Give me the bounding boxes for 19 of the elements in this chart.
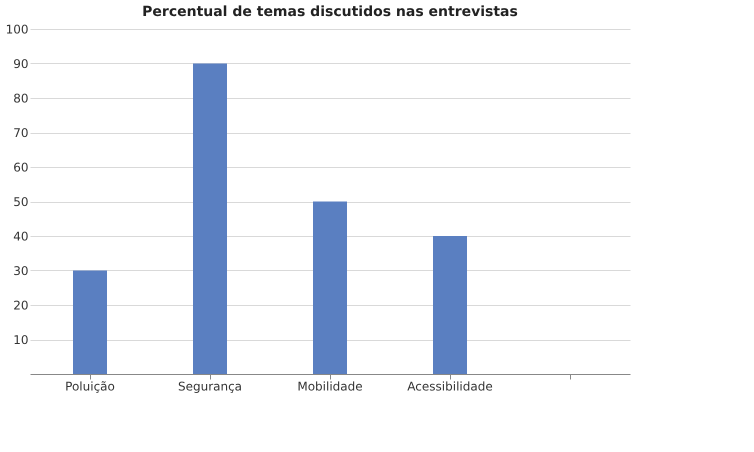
y-tick-label: 90 <box>13 57 28 71</box>
y-tick-label: 100 <box>6 22 28 36</box>
y-tick-label: 70 <box>13 126 28 140</box>
y-tick-label: 50 <box>13 195 28 209</box>
x-tick-label: Poluição <box>65 380 115 394</box>
y-tick-label: 80 <box>13 92 28 106</box>
bar <box>193 64 227 374</box>
y-tick-label: 40 <box>13 230 28 244</box>
x-tick-label: Mobilidade <box>297 380 363 394</box>
y-tick-label: 20 <box>13 298 28 312</box>
y-tick-label: 30 <box>13 264 28 278</box>
y-tick-label: 60 <box>13 160 28 174</box>
chart-title: Percentual de temas discutidos nas entrevistas <box>142 4 518 20</box>
bar <box>73 270 107 374</box>
y-tick-label: 10 <box>13 333 28 347</box>
bar <box>313 202 347 374</box>
bar <box>433 236 467 374</box>
x-tick-label: Segurança <box>178 380 242 394</box>
x-tick-label: Acessibilidade <box>407 380 493 394</box>
